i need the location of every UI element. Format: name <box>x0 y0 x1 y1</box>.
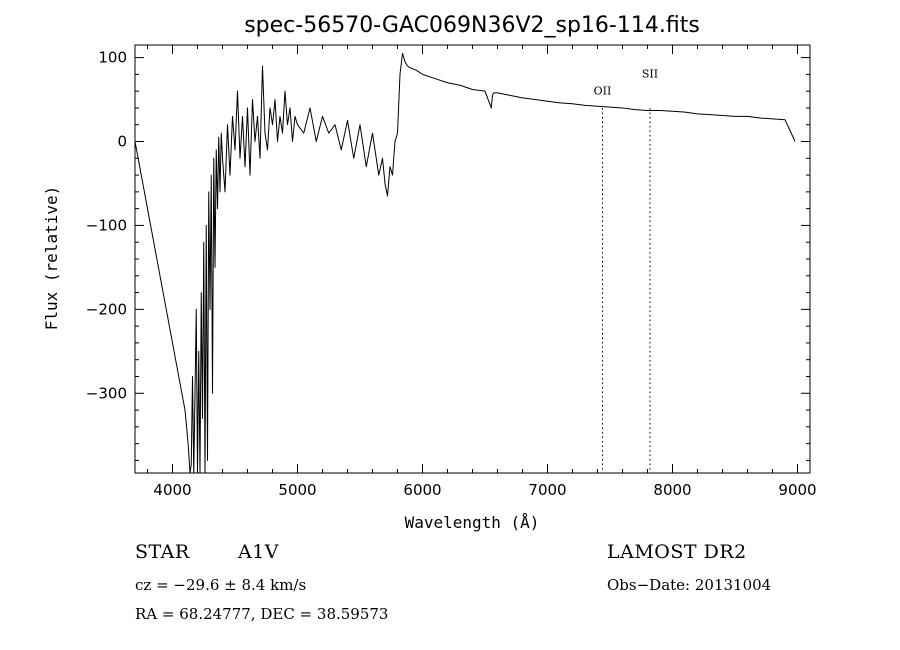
axis-ticks: 4000 5000 6000 7000 8000 9000 100 0 −100 −200 −300 <box>86 45 817 499</box>
emission-line-label: OII <box>594 85 612 98</box>
survey-name: LAMOST DR2 <box>607 541 747 563</box>
spectral-subclass: A1V <box>238 541 280 563</box>
object-type: STAR <box>135 541 190 563</box>
spectrum-line <box>135 52 796 473</box>
y-tick-label: 0 <box>117 133 127 151</box>
sky-coordinates: RA = 68.24777, DEC = 38.59573 <box>135 605 389 623</box>
y-tick-label: 100 <box>98 49 127 67</box>
observation-date: Obs−Date: 20131004 <box>607 576 772 594</box>
x-tick-label: 4000 <box>153 481 191 499</box>
y-tick-label: −200 <box>86 300 127 318</box>
y-tick-label: −100 <box>86 216 127 234</box>
x-axis-label: Wavelength (Å) <box>405 513 540 532</box>
x-tick-label: 6000 <box>403 481 441 499</box>
spectrum-series <box>135 52 796 473</box>
x-tick-label: 8000 <box>653 481 691 499</box>
chart-title: spec-56570-GAC069N36V2_sp16-114.fits <box>244 13 700 38</box>
x-tick-label: 7000 <box>528 481 566 499</box>
redshift-velocity: cz = −29.6 ± 8.4 km/s <box>135 576 307 594</box>
emission-line-label: SII <box>642 68 658 81</box>
y-tick-label: −300 <box>86 384 127 402</box>
x-tick-label: 5000 <box>278 481 316 499</box>
y-axis-label: Flux (relative) <box>42 186 61 331</box>
emission-line-markers: OII SII <box>594 68 658 473</box>
x-tick-label: 9000 <box>778 481 816 499</box>
